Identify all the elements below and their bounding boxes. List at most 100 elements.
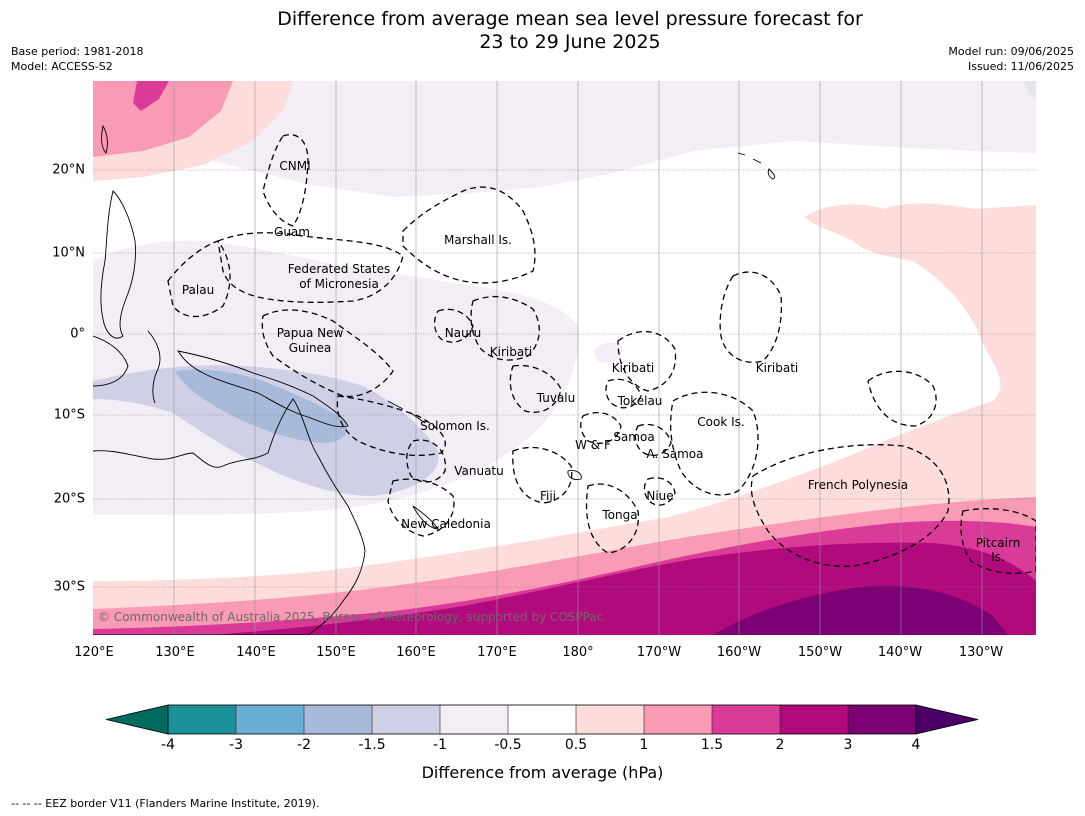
lon-label-180: 180° [562,645,594,660]
colorbar-bin-4 [372,705,440,734]
anomaly-fill-north-lavender [213,81,1036,197]
label-kiribati-east: Kiribati [756,361,798,375]
lat-label-20s: 20°S [53,491,85,507]
colorbar-extend-low [106,704,169,735]
model-text: Model: ACCESS-S2 [11,60,113,73]
colorbar-title: Difference from average (hPa) [421,763,664,782]
eez-solomons [336,395,446,456]
colorbar-bin-10 [780,705,848,734]
colorbar-bin-6 [508,705,576,734]
label-pitcairn-2: Is. [991,550,1005,564]
label-png-1: Papua New [277,326,344,340]
eez-palau [167,240,231,318]
lon-label-160w: 160°W [716,645,762,660]
meta-right: Model run: 09/06/2025 Issued: 11/06/2025 [948,44,1074,74]
colorbar-bin-1 [168,705,236,734]
label-guam: Guam [274,225,310,239]
eez-marshall [402,186,536,284]
lon-label-160e: 160°E [396,645,436,660]
colorbar-frame [167,704,917,735]
label-niue: Niue [646,489,673,503]
label-asamoa: A. Samoa [647,447,704,461]
colorbar-extend-high [915,704,979,735]
coastline-solomons [387,400,426,424]
lat-label-30s: 30°S [53,579,85,595]
colorbar-tick-m4: -4 [161,737,175,753]
coastline-taiwan [101,124,108,154]
eez-nauru [433,308,474,343]
eez-fiji [512,446,573,504]
lon-label-130w: 130°W [958,645,1004,660]
coastline-hawaii [737,152,776,180]
colorbar-tick-m1: -1 [433,737,447,753]
label-cnmi: CNMI [279,159,310,173]
lon-label-130e: 130°E [155,645,195,660]
eez-cook [669,391,759,496]
label-fsm-2: of Micronesia [299,277,379,291]
label-solomon: Solomon Is. [420,419,490,433]
eez-footnote: -- -- -- EEZ border V11 (Flanders Marine… [11,797,320,810]
copyright-text: © Commonwealth of Australia 2025, Bureau… [98,610,603,624]
eez-french-polynesia [750,444,950,567]
coastline-fiji [567,470,582,480]
eez-new-caledonia [387,478,455,537]
chart-title: Difference from average mean sea level p… [0,8,1085,54]
label-palau: Palau [182,283,214,297]
colorbar-bin-3 [304,705,372,734]
eez-kiribati-west [470,295,540,361]
colorbar-bin-9 [712,705,780,734]
colorbar-bin-7 [576,705,644,734]
label-new-caledonia: New Caledonia [401,517,491,531]
colorbar-tick-3: 3 [843,737,853,753]
coastline-australia [93,398,366,635]
anomaly-fill-northwest-magenta [133,81,169,111]
chart-title-line1: Difference from average mean sea level p… [277,8,863,30]
lon-label-140e: 140°E [236,645,276,660]
lon-label-140w: 140°W [877,645,923,660]
lon-label-170e: 170°E [477,645,517,660]
label-png-2: Guinea [289,341,332,355]
colorbar-tick-4: 4 [911,737,921,753]
anomaly-fill-northwest-pink [93,81,233,157]
colorbar-tick-0-5: 0.5 [564,737,588,753]
lon-label-150e: 150°E [316,645,356,660]
coastline-new-caledonia [412,505,439,530]
colorbar-tick-m2: -2 [297,737,311,753]
graticule [173,81,983,635]
pressure-anomaly-map: CNMI Guam Marshall Is. Federated States … [93,81,1036,635]
issued-text: Issued: 11/06/2025 [967,60,1074,73]
eez-fsm [217,232,404,303]
label-tuvalu: Tuvalu [536,391,576,405]
colorbar-tick-m1-5: -1.5 [358,737,386,753]
eez-vanuatu [406,439,446,483]
label-samoa: Samoa [613,430,654,444]
colorbar-tick-1-5: 1.5 [700,737,724,753]
anomaly-fill-south-purple [713,585,1008,635]
label-french-polynesia: French Polynesia [808,478,908,492]
colorbar-dividers [235,705,849,734]
eez-cnmi [262,134,309,227]
latitude-lines [93,169,1036,588]
label-tonga: Tonga [601,508,637,522]
label-kiribati-central: Kiribati [612,361,654,375]
colorbar-tick-1: 1 [639,737,649,753]
eez-wf-samoa [580,412,622,444]
colorbar-bin-11 [848,705,916,734]
anomaly-fill-northeast-lavender [1023,81,1036,99]
coastline-indonesia [93,330,161,404]
lat-label-0: 0° [70,326,85,342]
lon-label-170w: 170°W [636,645,682,660]
lat-label-10s: 10°S [53,407,85,423]
label-nauru: Nauru [445,326,481,340]
base-period-text: Base period: 1981-2018 [11,45,144,58]
lat-label-20n: 20°N [52,162,85,178]
eez-line-islands [867,370,937,427]
anomaly-fill-west-blue [175,369,347,443]
colorbar-bin-5 [440,705,508,734]
colorbar-bin-8 [644,705,712,734]
colorbar-tick-2: 2 [775,737,785,753]
eez-pitcairn [960,508,1036,574]
label-tokelau: Tokelau [617,394,663,408]
label-marshall: Marshall Is. [444,233,512,247]
label-kiribati-west: Kiribati [490,345,532,359]
